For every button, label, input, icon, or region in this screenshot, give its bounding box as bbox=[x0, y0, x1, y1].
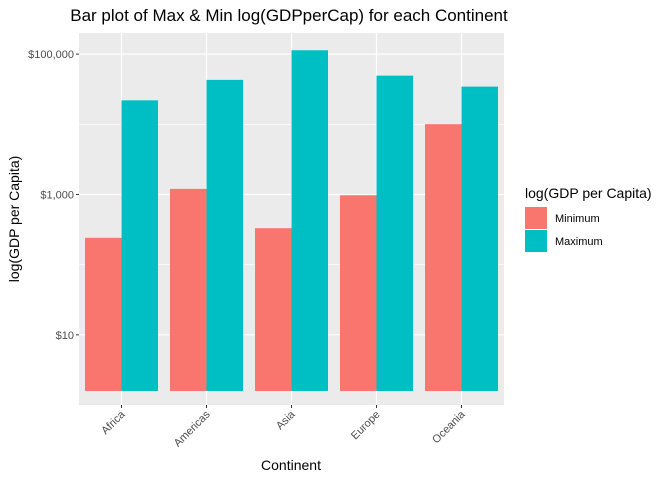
y-axis-title: log(GDP per Capita) bbox=[6, 156, 22, 283]
x-tick-label: Europe bbox=[349, 409, 383, 443]
legend: log(GDP per Capita) Minimum Maximum bbox=[525, 185, 652, 252]
x-axis-title: Continent bbox=[261, 457, 321, 473]
bar-minimum-asia bbox=[255, 228, 292, 391]
x-axis-ticks: Africa Americas Asia Europe Oceania bbox=[99, 405, 468, 450]
legend-label-minimum: Minimum bbox=[555, 213, 600, 225]
bar-minimum-oceania bbox=[425, 124, 462, 392]
legend-label-maximum: Maximum bbox=[555, 236, 603, 248]
bar-minimum-africa bbox=[85, 237, 122, 391]
bars bbox=[85, 50, 498, 392]
bar-maximum-asia bbox=[291, 50, 328, 392]
legend-swatch-minimum bbox=[525, 207, 547, 229]
chart-title: Bar plot of Max & Min log(GDPperCap) for… bbox=[70, 6, 508, 25]
bar-maximum-europe bbox=[376, 75, 413, 392]
x-tick-label: Asia bbox=[274, 408, 298, 432]
bar-maximum-oceania bbox=[461, 86, 498, 391]
y-axis-ticks: $10 $1,000 $100,000 bbox=[28, 49, 79, 342]
x-tick-label: Americas bbox=[172, 408, 213, 449]
bar-minimum-americas bbox=[170, 188, 207, 391]
bar-minimum-europe bbox=[340, 195, 377, 391]
legend-swatch-maximum bbox=[525, 230, 547, 252]
x-tick-label: Africa bbox=[99, 408, 128, 437]
legend-items: Minimum Maximum bbox=[525, 207, 603, 252]
bar-maximum-africa bbox=[121, 100, 158, 392]
legend-title: log(GDP per Capita) bbox=[525, 185, 652, 201]
y-tick-label: $100,000 bbox=[28, 49, 74, 61]
x-tick-label: Oceania bbox=[430, 408, 468, 446]
bar-maximum-americas bbox=[206, 79, 243, 392]
y-tick-label: $10 bbox=[56, 330, 74, 342]
y-tick-label: $1,000 bbox=[40, 189, 74, 201]
